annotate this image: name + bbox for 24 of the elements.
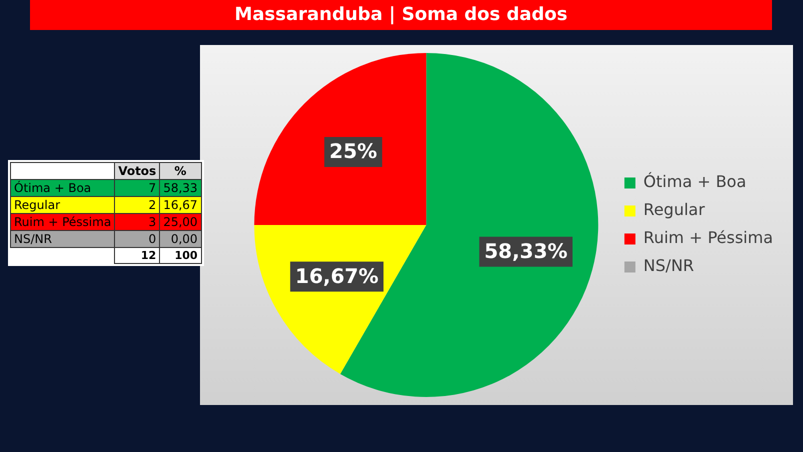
series-label: % (160, 163, 201, 179)
legend-label: Regular (643, 200, 706, 220)
category-label: NS/NR (11, 231, 114, 247)
data-label: 7 (115, 180, 160, 196)
legend-label: Ruim + Péssima (643, 228, 773, 248)
legend-label: NS/NR (643, 256, 694, 276)
data-label: 3 (115, 214, 160, 230)
data-label: 16,67% (295, 264, 378, 288)
data-label: 25,00 (160, 214, 201, 230)
data-label: 16,67 (160, 197, 201, 213)
data-label: 25% (329, 139, 378, 164)
data-label: 0,00 (160, 231, 201, 247)
data-label: 2 (115, 197, 160, 213)
category-label: Ótima + Boa (11, 180, 114, 196)
chart-title: Massaranduba | Soma dos dados (30, 0, 772, 30)
legend-label: Ótima + Boa (643, 172, 746, 192)
category-label: Regular (11, 197, 114, 213)
series-label: Votos (115, 163, 160, 179)
data-label: 58,33 (160, 180, 201, 196)
data-label: 0 (115, 231, 160, 247)
data-label: 58,33% (484, 238, 568, 263)
category-label: Ruim + Péssima (11, 214, 114, 230)
text: 12 (140, 249, 156, 262)
text: 100 (174, 249, 198, 262)
